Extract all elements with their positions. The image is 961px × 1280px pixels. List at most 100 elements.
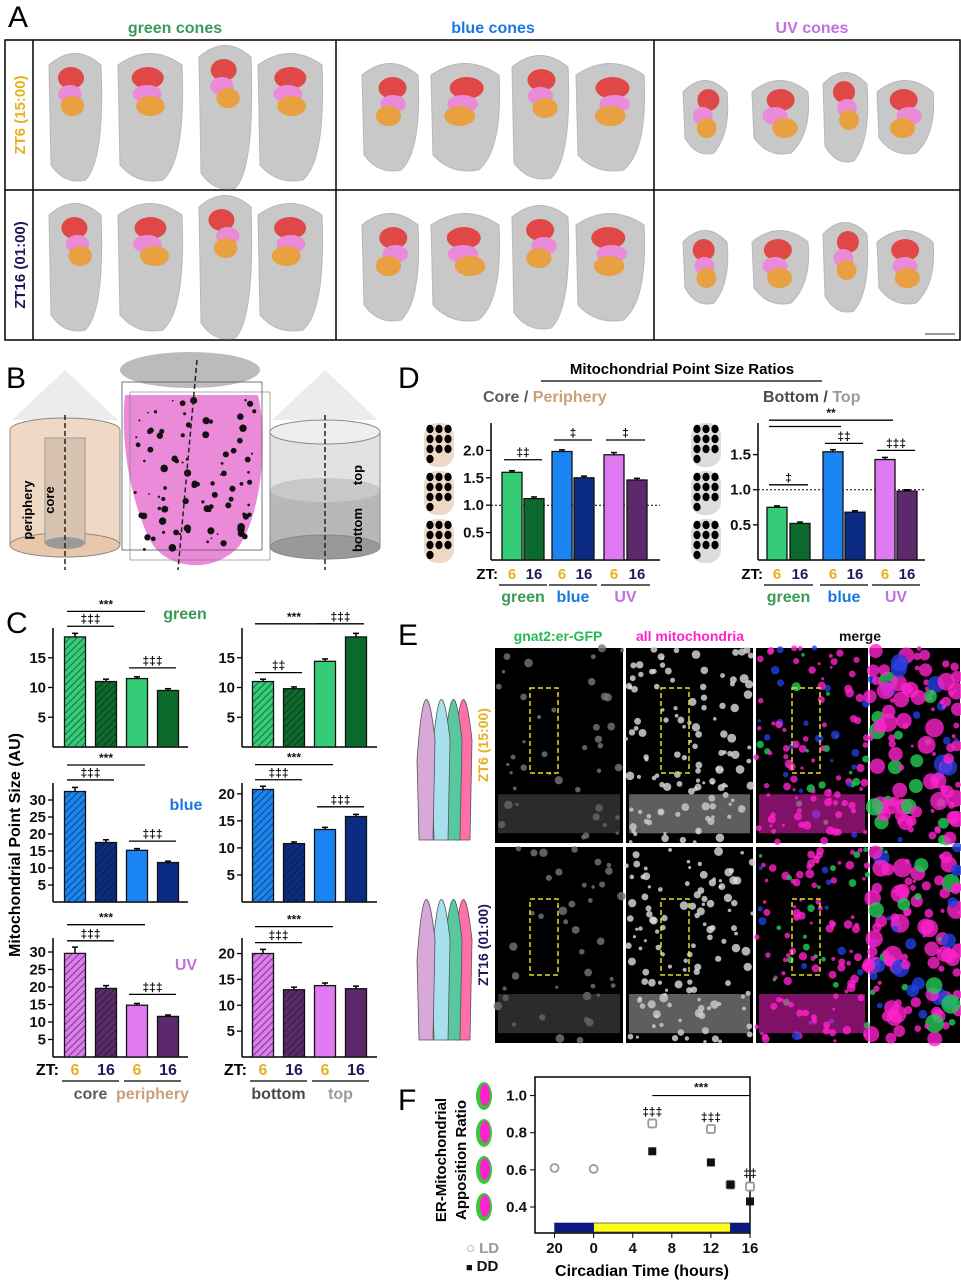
zt-label: 6	[558, 566, 566, 583]
cell-signal	[642, 872, 651, 881]
significance-label: ‡	[785, 471, 792, 485]
cell-signal	[591, 885, 595, 889]
y-tick-label: 1.5	[730, 447, 751, 464]
cell-signal	[807, 850, 815, 859]
cell-signal	[762, 900, 767, 904]
mitochondria-orange	[766, 268, 793, 288]
cell-signal	[930, 808, 935, 813]
cell-signal	[862, 755, 870, 763]
cell-signal	[596, 768, 602, 773]
cell-signal	[568, 900, 576, 908]
y-tick-label: 25	[29, 962, 46, 979]
mitochondria-point	[156, 432, 164, 439]
cell-signal	[757, 726, 762, 731]
mitochondria-orange	[839, 110, 859, 130]
cell-signal	[520, 764, 528, 771]
cell-signal	[659, 662, 666, 668]
mitochondria-point	[140, 512, 148, 520]
cell-signal	[811, 964, 820, 973]
x-tick-label: 20	[546, 1240, 563, 1257]
panel-a: green cones blue cones UV cones ZT6 (15:…	[4, 20, 961, 341]
cone-illustration	[431, 699, 451, 841]
cell-signal	[876, 681, 895, 700]
cell-signal	[629, 874, 635, 880]
mitochondria-point	[181, 461, 184, 464]
plot-frame	[534, 1076, 751, 1234]
cell-signal	[606, 862, 612, 868]
bar	[523, 497, 545, 561]
light-phase-night	[554, 1222, 594, 1233]
cell-signal	[700, 666, 709, 675]
cell-signal	[862, 877, 866, 881]
y-tick-label: 20	[29, 979, 46, 996]
y-tick-label: 15	[218, 971, 235, 988]
cell-signal	[884, 850, 888, 854]
mitochondria-point	[242, 533, 248, 540]
cell-signal	[763, 782, 770, 789]
cell-signal	[695, 778, 701, 783]
cell-signal	[782, 727, 787, 732]
cell-signal	[731, 750, 740, 760]
mitochondria-point	[135, 442, 141, 448]
cell-signal	[617, 891, 626, 901]
cell-signal	[862, 742, 869, 748]
zt-prefix: ZT:	[741, 566, 763, 583]
cell-signal	[817, 885, 821, 889]
significance-label: ‡‡	[837, 429, 850, 443]
bar	[125, 677, 149, 748]
mitochondria-point	[228, 496, 234, 502]
cell-signal	[897, 897, 911, 911]
cell-signal	[864, 871, 871, 878]
cell-signal	[784, 932, 791, 939]
cell-signal	[728, 867, 735, 874]
cell-signal	[510, 754, 516, 760]
zt-label: 16	[576, 566, 593, 583]
cell-signal	[792, 904, 797, 909]
cell-signal	[805, 749, 809, 753]
mito-dot	[444, 520, 452, 530]
cell-signal	[805, 869, 815, 879]
mitochondria-orange	[532, 98, 558, 118]
cell-signal	[946, 743, 956, 753]
mitochondria-red	[766, 89, 795, 111]
cell-signal	[524, 658, 533, 668]
mitochondria-point	[148, 493, 150, 495]
cell-signal	[836, 649, 844, 657]
cell-signal	[802, 736, 809, 742]
mitochondria-point	[247, 503, 251, 507]
mito-dot	[711, 472, 719, 482]
zt-label: 16	[847, 566, 864, 583]
significance-label: ***	[694, 1081, 708, 1095]
y-tick-label: 5	[227, 709, 235, 726]
cell-signal	[677, 716, 685, 724]
cell-signal	[653, 683, 660, 690]
mitochondria-red	[58, 67, 85, 89]
legend-dd: ■ DD	[466, 1258, 498, 1275]
cell-signal	[825, 691, 830, 696]
cell-signal	[814, 855, 819, 860]
cell-signal	[910, 997, 921, 1008]
mitochondria-red	[449, 77, 484, 99]
mitochondria-point	[161, 496, 166, 502]
mito-dot	[435, 530, 443, 540]
cell-signal	[889, 796, 901, 807]
cell-signal	[771, 721, 776, 726]
y-axis-label: Mitochondrial Point Size (AU)	[7, 733, 24, 957]
mitochondria-red	[210, 59, 237, 81]
y-tick-label: 20	[29, 826, 46, 843]
bar	[501, 471, 523, 561]
cell-signal	[876, 1002, 883, 1009]
mitochondria-point	[244, 399, 247, 402]
cell-signal	[695, 768, 701, 774]
group-label: bottom	[251, 1086, 305, 1103]
col-label-uv-cones: UV cones	[776, 20, 849, 37]
significance-label: ***	[99, 911, 113, 925]
cell-signal	[950, 662, 959, 672]
cell-signal	[767, 647, 775, 654]
cone-tip-left	[12, 370, 118, 420]
cell-signal	[801, 653, 805, 657]
zt-label: 6	[881, 566, 889, 583]
roi-dashed-box	[791, 898, 821, 976]
cell-signal	[904, 877, 913, 886]
cell-signal	[865, 798, 884, 816]
